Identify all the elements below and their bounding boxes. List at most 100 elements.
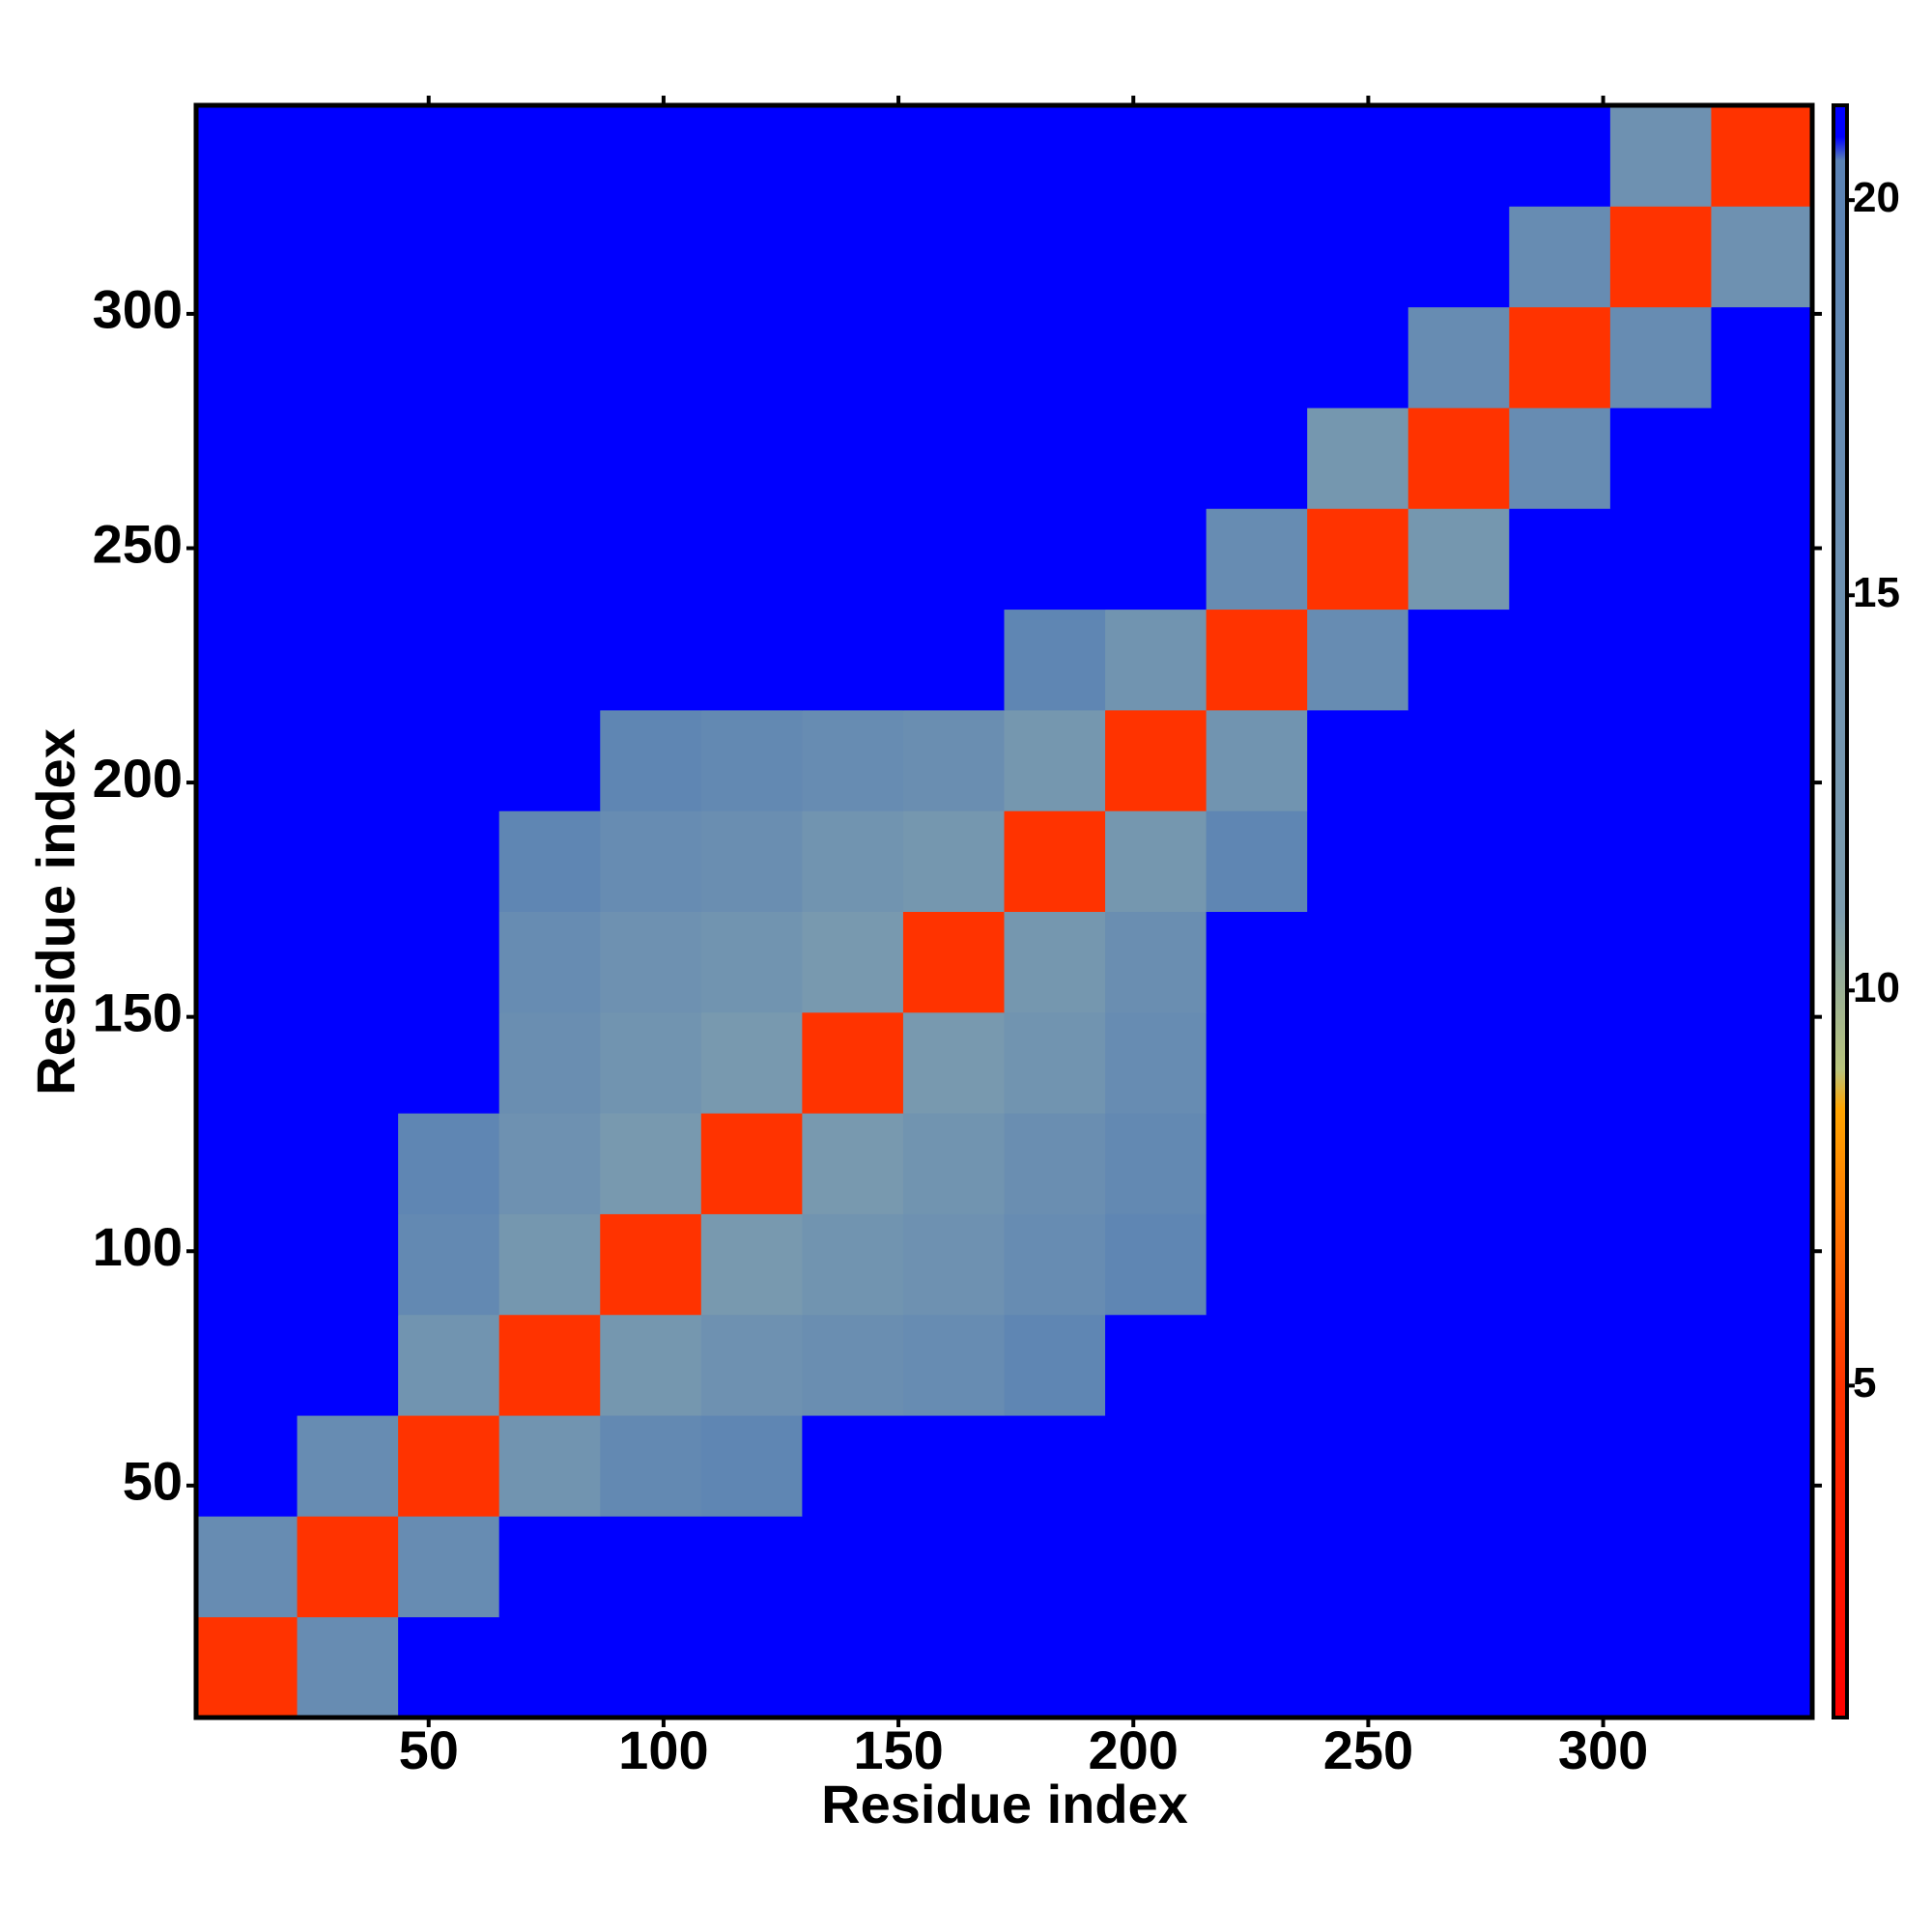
heatmap-cell xyxy=(700,306,803,409)
heatmap-cell xyxy=(196,306,298,409)
heatmap-cell xyxy=(700,810,803,912)
heatmap-cell xyxy=(196,407,298,509)
heatmap-cell xyxy=(1004,206,1106,308)
heatmap-cell xyxy=(700,1616,803,1719)
heatmap-cell xyxy=(600,105,702,207)
heatmap-cell xyxy=(1609,1415,1712,1517)
heatmap-cell xyxy=(1609,709,1712,811)
heatmap-cell xyxy=(297,1415,399,1517)
heatmap-cell xyxy=(398,1516,500,1618)
heatmap-cell xyxy=(1407,1415,1510,1517)
heatmap-cell xyxy=(1105,1516,1208,1618)
heatmap-cell xyxy=(498,1415,601,1517)
heatmap-cell xyxy=(1711,609,1813,711)
colorbar-tick-label: 15 xyxy=(1853,569,1900,616)
heatmap-cell xyxy=(1206,1314,1308,1416)
heatmap-cell xyxy=(1509,1011,1611,1114)
heatmap-cell xyxy=(297,709,399,811)
heatmap-cell xyxy=(1307,1516,1409,1618)
heatmap-cell xyxy=(1105,1616,1208,1719)
heatmap-cell xyxy=(1407,105,1510,207)
heatmap-cell xyxy=(196,709,298,811)
heatmap-cell xyxy=(1004,1516,1106,1618)
heatmap-cell xyxy=(498,105,601,207)
heatmap-cell xyxy=(902,306,1005,409)
heatmap-cell xyxy=(1509,1616,1611,1719)
heatmap-cell xyxy=(902,1415,1005,1517)
heatmap-cell xyxy=(1105,609,1208,711)
heatmap-cell xyxy=(802,306,904,409)
heatmap-cell xyxy=(1206,1213,1308,1316)
heatmap-cell xyxy=(1509,911,1611,1013)
heatmap-cell xyxy=(1509,1113,1611,1214)
heatmap-cell xyxy=(398,1415,500,1517)
heatmap-cell xyxy=(700,1213,803,1316)
heatmap-cell xyxy=(297,206,399,308)
heatmap-cell xyxy=(297,306,399,409)
heatmap-cell xyxy=(1307,407,1409,509)
heatmap-cell xyxy=(1004,1616,1106,1719)
heatmap-cell xyxy=(802,508,904,611)
heatmap-cell xyxy=(1307,709,1409,811)
heatmap-cell xyxy=(1407,1011,1510,1114)
heatmap-cell xyxy=(600,810,702,912)
heatmap-cell xyxy=(196,206,298,308)
heatmap-cell xyxy=(1206,709,1308,811)
heatmap-cell xyxy=(1711,306,1813,409)
heatmap-cell xyxy=(1105,911,1208,1013)
plot-frame xyxy=(193,102,1815,1720)
heatmap-cell xyxy=(1307,1314,1409,1416)
heatmap-cell xyxy=(498,911,601,1013)
heatmap-cell xyxy=(498,1113,601,1214)
heatmap-cell xyxy=(1105,306,1208,409)
heatmap-cell xyxy=(1307,1616,1409,1719)
heatmap-cell xyxy=(1206,105,1308,207)
heatmap-cell xyxy=(700,1516,803,1618)
heatmap-cell xyxy=(700,1011,803,1114)
heatmap-cell xyxy=(297,1516,399,1618)
heatmap-cell xyxy=(297,810,399,912)
heatmap-cell xyxy=(600,1011,702,1114)
heatmap-cell xyxy=(1509,1314,1611,1416)
heatmap-cell xyxy=(196,1415,298,1517)
heatmap-cell xyxy=(1307,105,1409,207)
heatmap-cell xyxy=(1004,609,1106,711)
heatmap-cell xyxy=(802,1213,904,1316)
heatmap-cell xyxy=(902,1314,1005,1416)
y-axis-label: Residue index xyxy=(25,728,86,1095)
heatmap-cell xyxy=(1307,1113,1409,1214)
heatmap-cell xyxy=(398,810,500,912)
heatmap-cell xyxy=(1004,1213,1106,1316)
heatmap-cell xyxy=(700,1314,803,1416)
heatmap-cell xyxy=(398,709,500,811)
heatmap-cell xyxy=(398,1616,500,1719)
x-tick-label: 50 xyxy=(399,1719,459,1780)
heatmap-cell xyxy=(1711,810,1813,912)
heatmap-cell xyxy=(1004,508,1106,611)
heatmap-cell xyxy=(902,810,1005,912)
colorbar xyxy=(1832,103,1849,1719)
heatmap-cell xyxy=(1711,1213,1813,1316)
heatmap-cell xyxy=(398,206,500,308)
heatmap-cell xyxy=(1609,508,1712,611)
heatmap-cell xyxy=(1004,306,1106,409)
heatmap-cell xyxy=(902,1616,1005,1719)
heatmap-cell xyxy=(1307,1213,1409,1316)
heatmap-cell xyxy=(1609,609,1712,711)
heatmap-cell xyxy=(1407,1213,1510,1316)
heatmap-cell xyxy=(1711,206,1813,308)
heatmap-cell xyxy=(802,1314,904,1416)
heatmap-cell xyxy=(398,105,500,207)
heatmap-cell xyxy=(1105,1213,1208,1316)
heatmap-cell xyxy=(297,105,399,207)
heatmap-cell xyxy=(700,105,803,207)
heatmap-cell xyxy=(802,1011,904,1114)
heatmap-cell xyxy=(1206,1113,1308,1214)
heatmap-cell xyxy=(1609,1516,1712,1618)
x-axis-label: Residue index xyxy=(821,1774,1188,1834)
heatmap-cell xyxy=(398,407,500,509)
heatmap-cell xyxy=(498,810,601,912)
heatmap-cell xyxy=(1407,911,1510,1013)
heatmap-cell xyxy=(1609,1616,1712,1719)
heatmap-cell xyxy=(498,1011,601,1114)
